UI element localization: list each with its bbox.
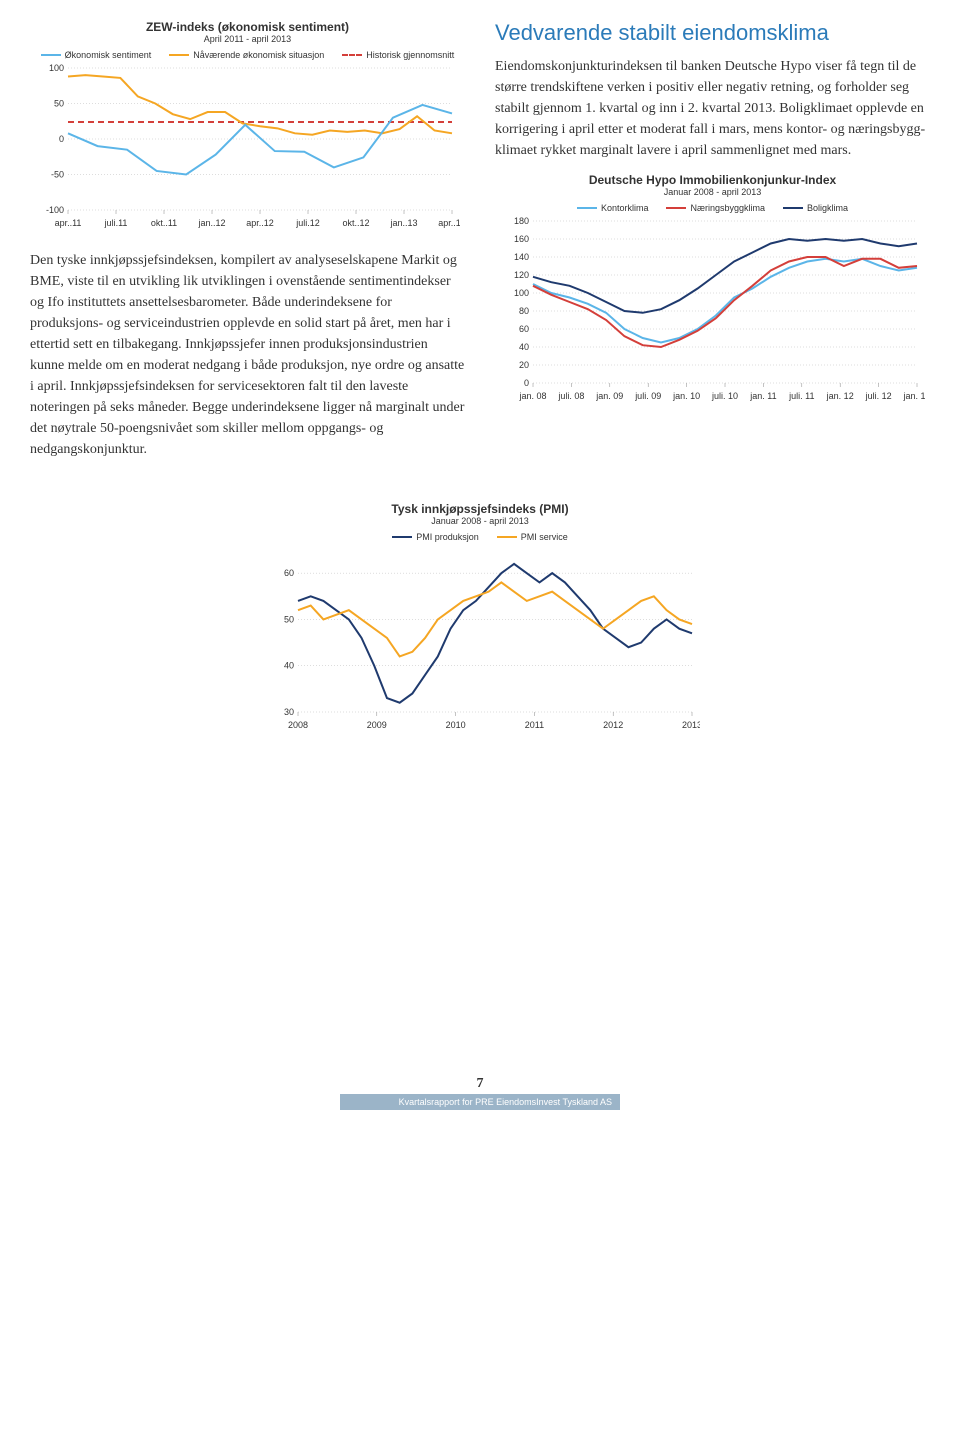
svg-text:jan. 11: jan. 11	[749, 391, 776, 401]
svg-text:jan. 10: jan. 10	[672, 391, 700, 401]
svg-text:2013: 2013	[682, 720, 700, 730]
svg-text:20: 20	[519, 360, 529, 370]
svg-text:jan..12: jan..12	[197, 218, 225, 228]
svg-text:60: 60	[284, 568, 294, 578]
legend-item: Historisk gjennomsnitt	[342, 50, 454, 60]
legend-item: Økonomisk sentiment	[41, 50, 152, 60]
left-body-text: Den tyske innkjøpssjefsindeksen, kompile…	[30, 250, 465, 460]
legend-item: PMI service	[497, 532, 568, 542]
svg-text:jan. 09: jan. 09	[595, 391, 623, 401]
hypo-title: Deutsche Hypo Immobilienkonjunkur-Index	[495, 173, 930, 187]
svg-text:jan. 12: jan. 12	[826, 391, 854, 401]
svg-text:jan..13: jan..13	[389, 218, 417, 228]
zew-legend: Økonomisk sentiment Nåværende økonomisk s…	[30, 50, 465, 60]
legend-item: PMI produksjon	[392, 532, 479, 542]
page-number: 7	[30, 1076, 930, 1092]
svg-text:okt..11: okt..11	[151, 218, 177, 228]
svg-text:-100: -100	[46, 205, 64, 215]
pmi-title: Tysk innkjøpssjefsindeks (PMI)	[260, 502, 700, 516]
svg-text:-50: -50	[51, 170, 64, 180]
svg-text:apr..12: apr..12	[246, 218, 274, 228]
svg-text:180: 180	[514, 217, 529, 226]
legend-item: Nåværende økonomisk situasjon	[169, 50, 324, 60]
zew-title: ZEW-indeks (økonomisk sentiment)	[30, 20, 465, 34]
pmi-subtitle: Januar 2008 - april 2013	[260, 516, 700, 526]
svg-text:140: 140	[514, 252, 529, 262]
svg-text:40: 40	[519, 342, 529, 352]
svg-text:40: 40	[284, 661, 294, 671]
svg-text:juli. 10: juli. 10	[711, 391, 738, 401]
svg-text:80: 80	[519, 306, 529, 316]
svg-text:50: 50	[54, 99, 64, 109]
svg-text:juli. 12: juli. 12	[865, 391, 892, 401]
svg-text:jan. 13: jan. 13	[902, 391, 925, 401]
svg-text:juli. 08: juli. 08	[557, 391, 584, 401]
svg-text:50: 50	[284, 614, 294, 624]
zew-subtitle: April 2011 - april 2013	[30, 34, 465, 44]
svg-text:2009: 2009	[367, 720, 387, 730]
pmi-legend: PMI produksjon PMI service	[260, 532, 700, 542]
svg-text:apr..11: apr..11	[55, 218, 82, 228]
hypo-chart: Deutsche Hypo Immobilienkonjunkur-Index …	[495, 173, 930, 407]
svg-text:2010: 2010	[446, 720, 466, 730]
svg-text:juli.12: juli.12	[295, 218, 320, 228]
svg-text:0: 0	[524, 378, 529, 388]
svg-text:0: 0	[59, 134, 64, 144]
svg-text:apr..13: apr..13	[438, 218, 460, 228]
svg-text:60: 60	[519, 324, 529, 334]
svg-text:juli. 11: juli. 11	[788, 391, 814, 401]
zew-chart: ZEW-indeks (økonomisk sentiment) April 2…	[30, 20, 465, 234]
svg-text:okt..12: okt..12	[342, 218, 369, 228]
footer-text: Kvartalsrapport for PRE EiendomsInvest T…	[340, 1094, 620, 1110]
pmi-chart: Tysk innkjøpssjefsindeks (PMI) Januar 20…	[260, 502, 700, 736]
legend-item: Boligklima	[783, 203, 848, 213]
right-body-text: Eiendomskonjunkturindeksen til banken De…	[495, 56, 930, 161]
legend-item: Kontorklima	[577, 203, 649, 213]
legend-item: Næringsbyggklima	[666, 203, 765, 213]
svg-text:juli.11: juli.11	[104, 218, 128, 228]
page-footer: 7 Kvartalsrapport for PRE EiendomsInvest…	[30, 1076, 930, 1110]
hypo-subtitle: Januar 2008 - april 2013	[495, 187, 930, 197]
svg-text:juli. 09: juli. 09	[634, 391, 661, 401]
svg-text:30: 30	[284, 707, 294, 717]
svg-text:100: 100	[514, 288, 529, 298]
svg-text:2011: 2011	[525, 720, 544, 730]
svg-text:2012: 2012	[603, 720, 623, 730]
hypo-legend: Kontorklima Næringsbyggklima Boligklima	[495, 203, 930, 213]
svg-text:jan. 08: jan. 08	[518, 391, 546, 401]
svg-text:160: 160	[514, 234, 529, 244]
svg-text:100: 100	[49, 64, 64, 73]
right-heading: Vedvarende stabilt eiendomsklima	[495, 20, 930, 46]
svg-text:120: 120	[514, 270, 529, 280]
svg-text:2008: 2008	[288, 720, 308, 730]
